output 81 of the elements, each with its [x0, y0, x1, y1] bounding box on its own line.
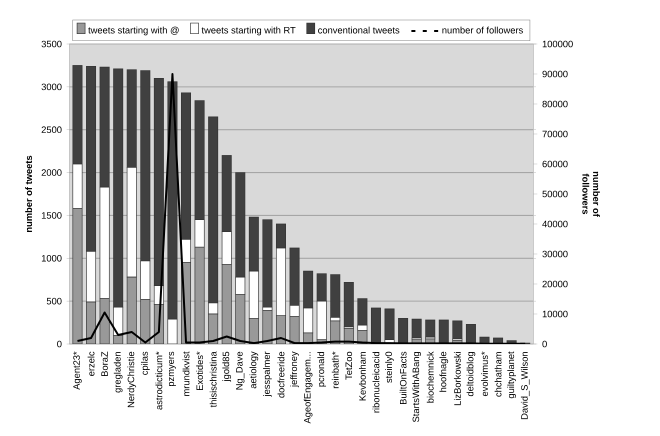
y2-tick-label: 80000 — [542, 100, 568, 108]
y2-tick-label: 70000 — [542, 130, 568, 138]
x-tick-label: astrodicticum* — [155, 352, 162, 410]
legend-label: conventional tweets — [318, 26, 400, 34]
bar — [86, 66, 96, 252]
x-tick-label: TetZoo — [346, 352, 352, 380]
y2-tick-label: 20000 — [542, 280, 568, 288]
x-tick-label: thisischristina — [210, 351, 217, 408]
y2-axis-title: number of followers — [582, 172, 600, 217]
x-tick-label: Ng_Dave — [236, 352, 244, 390]
y2-tick-label: 90000 — [542, 70, 568, 78]
bar — [384, 308, 395, 340]
y-tick-label: 1000 — [42, 254, 62, 262]
bar — [344, 282, 354, 328]
x-tick-label: aetiology — [250, 351, 258, 388]
x-tick-label: chchatham — [494, 352, 502, 397]
x-tick-label: guiltyplanet — [507, 351, 516, 398]
x-tick-label: biochemnick — [426, 351, 434, 403]
x-tick-label: erzelc — [88, 352, 94, 376]
x-tick-label: mrundkvist — [182, 351, 190, 396]
x-tick-label: BuiltOnFacts — [400, 352, 407, 404]
bar — [72, 65, 82, 164]
y-tick-label: 3500 — [42, 40, 62, 48]
bar — [208, 116, 218, 304]
bar — [100, 66, 110, 188]
bar — [222, 155, 232, 232]
bar — [126, 69, 137, 168]
bar — [262, 310, 272, 344]
y2-tick-label: 10000 — [542, 310, 568, 318]
y-tick-label: 1500 — [42, 212, 62, 219]
y-tick-label: 0 — [57, 340, 62, 348]
y2-tick-label: 100000 — [542, 40, 573, 48]
legend-label: tweets starting with RT — [202, 26, 296, 36]
x-tick-label: pzmyers — [168, 352, 176, 386]
bar — [330, 320, 340, 344]
x-tick-label: AgeofEngagem... — [304, 352, 312, 424]
x-tick-label: jgold85 — [222, 352, 232, 382]
x-tick-label: cpilas — [140, 352, 150, 375]
x-tick-label: gregladen — [114, 352, 123, 392]
y2-tick-label: 50000 — [542, 190, 568, 198]
bar — [113, 68, 124, 308]
bar — [262, 219, 272, 308]
bar — [316, 300, 327, 340]
x-tick-label: docfreeride — [278, 352, 284, 398]
x-tick-label: BoraZ — [101, 352, 108, 376]
x-tick-label: hoofnagle — [439, 352, 448, 392]
legend-label: number of followers — [442, 26, 523, 34]
x-tick-label: pcronald — [317, 352, 326, 387]
x-tick-label: deltoidblog — [466, 352, 476, 396]
legend-label: tweets starting with @ — [88, 26, 179, 36]
x-tick-label: jesspalmer — [263, 352, 272, 397]
bar — [290, 248, 300, 306]
bar — [235, 172, 246, 278]
x-tick-label: LizBorkowski — [454, 352, 461, 406]
y-tick-label: 500 — [46, 298, 62, 304]
y2-tick-label: 0 — [542, 340, 547, 348]
bar — [248, 216, 259, 272]
x-tick-label: David_S_Wilson — [520, 352, 530, 420]
bar — [181, 92, 192, 240]
y2-tick-label: 40000 — [542, 220, 568, 228]
y2-tick-label: 60000 — [542, 160, 568, 168]
x-tick-label: reinbath* — [332, 352, 339, 388]
x-tick-label: Kevbonham — [358, 352, 366, 400]
x-tick-label: steinly0 — [385, 352, 394, 383]
x-tick-label: jeffroney — [290, 351, 299, 388]
x-tick-label: evolvimus* — [481, 352, 488, 396]
x-tick-label: Agent23* — [73, 352, 82, 390]
bar — [276, 224, 286, 248]
x-tick-label: StartsWithABang — [412, 352, 422, 422]
x-tick-label: Exotides* — [196, 352, 203, 390]
x-tick-label: ribonucleicacid — [372, 352, 380, 412]
y2-tick-label: 30000 — [542, 250, 568, 258]
y-tick-label: 2500 — [42, 126, 62, 134]
y-axis-title: number of tweets — [25, 156, 32, 232]
y-tick-label: 3000 — [42, 84, 62, 90]
bar — [316, 273, 327, 302]
bar — [194, 100, 205, 220]
y-tick-label: 2000 — [42, 169, 62, 176]
bar — [370, 308, 381, 344]
x-tick-label: NerdyChristie — [127, 352, 136, 408]
bar — [140, 70, 150, 262]
